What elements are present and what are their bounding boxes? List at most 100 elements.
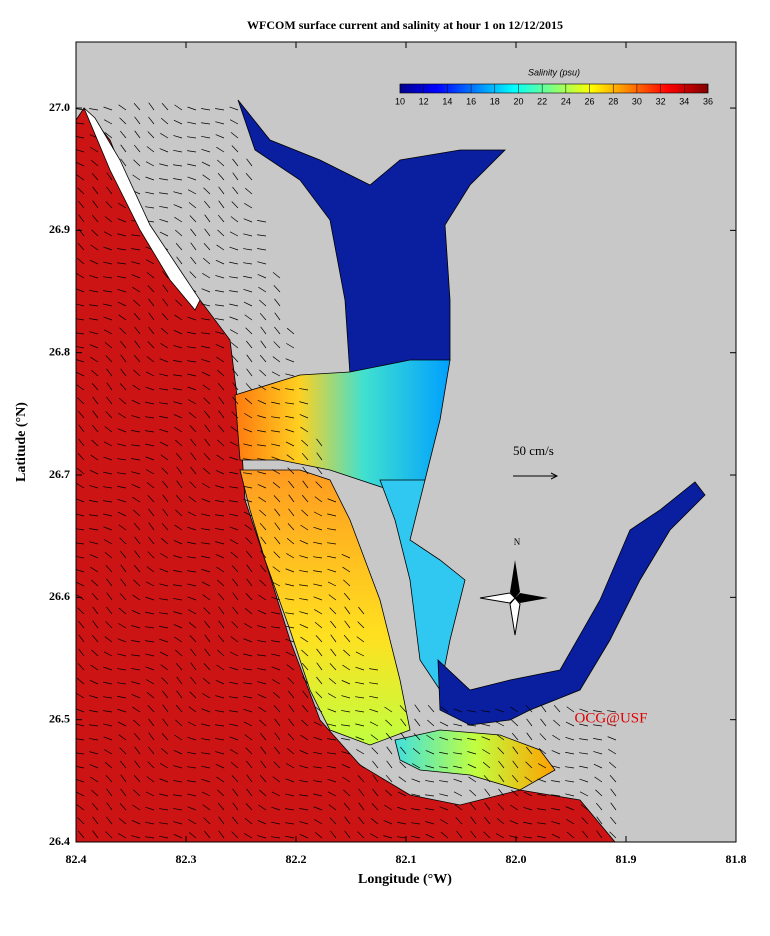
vector <box>327 581 337 587</box>
vector <box>190 438 197 447</box>
colorbar-tick-label: 28 <box>608 96 618 106</box>
vector <box>187 780 197 783</box>
vector <box>386 746 393 755</box>
vector <box>356 636 365 643</box>
vector <box>231 355 239 363</box>
vector <box>232 368 239 377</box>
vector <box>329 663 337 671</box>
vector <box>301 719 309 727</box>
vector <box>106 816 113 825</box>
vector <box>259 564 267 573</box>
vector <box>497 803 505 811</box>
vector <box>187 806 197 811</box>
vector <box>231 411 239 419</box>
vector <box>104 132 113 139</box>
vector <box>118 524 127 531</box>
vector <box>120 578 127 587</box>
vector <box>369 682 379 685</box>
vector <box>271 611 281 615</box>
vector <box>117 248 127 251</box>
vector <box>343 579 351 587</box>
vector <box>133 522 141 531</box>
vector <box>526 718 533 727</box>
vector <box>159 778 169 783</box>
vector <box>146 146 155 153</box>
vector <box>299 780 309 783</box>
vector <box>105 411 113 419</box>
vector <box>358 606 365 615</box>
vector <box>258 384 267 391</box>
vector <box>133 103 141 111</box>
vector <box>511 789 519 797</box>
vector <box>147 495 155 503</box>
colorbar-label: Salinity (psu) <box>528 67 580 77</box>
vector <box>257 484 267 489</box>
vector <box>285 358 295 363</box>
vector <box>299 570 309 573</box>
vector <box>201 122 211 125</box>
vector <box>553 719 561 727</box>
vector <box>173 119 183 125</box>
vector <box>244 607 253 615</box>
vector <box>76 483 85 489</box>
vector <box>257 640 267 643</box>
vector <box>133 159 141 167</box>
vector <box>106 578 113 587</box>
vector <box>187 360 197 363</box>
vector <box>76 359 85 363</box>
vector <box>343 649 351 657</box>
vector <box>76 318 85 321</box>
vector <box>385 719 393 727</box>
vector <box>371 803 379 811</box>
vector <box>344 816 351 825</box>
vector <box>481 723 491 727</box>
vector <box>299 821 309 825</box>
vector <box>78 830 85 839</box>
vector <box>145 821 155 825</box>
vector <box>190 662 197 671</box>
vector <box>232 186 239 195</box>
vector <box>581 817 589 825</box>
vector <box>103 723 113 727</box>
vector <box>469 789 477 797</box>
vector <box>344 606 351 615</box>
vector <box>537 835 547 839</box>
vector <box>217 634 225 643</box>
vector <box>286 763 295 769</box>
vector <box>244 623 253 629</box>
vector <box>481 710 491 713</box>
vector <box>273 705 281 713</box>
vector <box>120 340 127 349</box>
vector <box>259 789 267 797</box>
vector <box>526 746 533 755</box>
vector <box>440 819 449 825</box>
vector <box>327 555 337 559</box>
vector <box>134 760 141 769</box>
vector <box>173 611 183 615</box>
vector <box>78 648 85 657</box>
vector <box>580 804 589 811</box>
vector <box>343 634 351 643</box>
vector <box>595 789 603 797</box>
vector <box>106 368 113 377</box>
vector <box>187 136 197 139</box>
vector <box>173 414 183 419</box>
vector <box>215 134 225 139</box>
vector <box>215 304 225 307</box>
vector <box>103 710 113 713</box>
vector <box>131 625 141 629</box>
vector <box>397 836 407 839</box>
vector <box>131 835 141 839</box>
vector <box>271 640 281 643</box>
vector <box>229 723 239 727</box>
vector <box>259 509 267 517</box>
vector <box>411 778 421 783</box>
vector <box>246 760 253 769</box>
vector <box>357 621 365 629</box>
vector <box>103 539 113 545</box>
vector <box>201 791 211 797</box>
vector <box>243 472 253 475</box>
vector <box>204 438 211 447</box>
vector <box>246 774 253 783</box>
